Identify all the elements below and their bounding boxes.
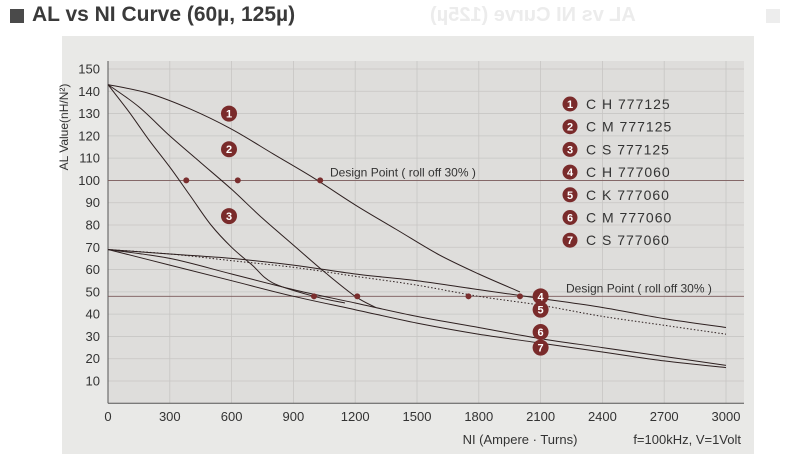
legend-badge (562, 119, 578, 135)
series-line-6 (107, 249, 727, 366)
legend-badge (562, 187, 578, 203)
curve-badge-6-number: 6 (538, 327, 544, 339)
y-tick-label: 30 (86, 329, 100, 344)
curve-badge-3-circle (221, 208, 237, 225)
x-tick-label: 1200 (341, 409, 370, 424)
series-line-7 (107, 249, 727, 369)
y-tick-label: 70 (86, 240, 100, 255)
design-point-label: Design Point ( roll off 30% ) (566, 281, 712, 295)
legend-badge-number: 1 (567, 99, 573, 111)
header: AL vs NI Curve (60µ, 125µ) AL vs NI Curv… (0, 0, 788, 34)
y-tick-label: 120 (78, 128, 100, 143)
curve-badge-7-number: 7 (538, 343, 544, 355)
legend-label: C S 777125 (586, 141, 670, 157)
legend-label: C M 777060 (586, 210, 672, 226)
curve-badge-4-circle (532, 288, 549, 305)
series-line-5 (107, 249, 727, 335)
legend-badge-number: 3 (567, 144, 573, 156)
y-tick-label: 150 (78, 62, 100, 77)
x-tick-label: 600 (221, 409, 243, 424)
y-axis-label: AL Value(nH/N²) (57, 84, 71, 171)
legend-badge-number: 4 (567, 167, 574, 179)
bleed-through-bullet-icon (766, 9, 780, 23)
y-tick-label: 110 (79, 151, 100, 166)
x-tick-label: 1500 (403, 409, 432, 424)
chart-title: AL vs NI Curve (60µ, 125µ) (32, 3, 296, 26)
legend-badge-number: 6 (567, 213, 573, 225)
y-tick-label: 130 (78, 106, 100, 121)
curve-badge-3: 3 (221, 208, 237, 225)
design-point-marker (317, 177, 324, 184)
design-point-marker (354, 293, 361, 300)
design-point-marker (465, 293, 472, 300)
title-bullet-icon (10, 9, 24, 23)
legend: 1 C H 777125 2 C M 777125 3 C S 777125 4 C H 77… (562, 96, 672, 248)
legend-badge-number: 2 (567, 122, 573, 134)
design-point-label: Design Point ( roll off 30% ) (330, 165, 476, 179)
design-point-marker (234, 177, 241, 184)
x-tick-label: 1800 (464, 409, 493, 424)
legend-label: C S 777060 (586, 232, 670, 248)
x-tick-label: 3000 (712, 409, 741, 424)
x-tick-label: 300 (159, 409, 181, 424)
curve-badge-5-number: 5 (538, 305, 544, 317)
y-tick-label: 60 (86, 262, 100, 277)
curve-badge-7: 7 (532, 339, 549, 356)
legend-badge (562, 232, 578, 248)
legend-label: C K 777060 (586, 187, 670, 203)
y-tick-label: 140 (78, 84, 100, 99)
curve-badge-1: 1 (221, 105, 237, 122)
legend-badge-number: 7 (567, 235, 573, 247)
curve-badge-1-number: 1 (226, 109, 232, 121)
legend-label: C H 777125 (586, 96, 671, 112)
legend-badge (562, 141, 578, 157)
y-tick-label: 100 (78, 173, 100, 188)
x-axis-label: NI (Ampere · Turns) (463, 432, 578, 447)
test-condition-label: f=100kHz, V=1Volt (633, 432, 741, 447)
y-tick-label: 50 (86, 284, 100, 299)
bleed-through-title: AL vs NI Curve (125µ) (430, 4, 636, 26)
curve-badge-7-circle (532, 339, 549, 356)
plot-area (108, 61, 744, 404)
curve-badge-4-number: 4 (538, 291, 545, 303)
legend-badge-number: 5 (567, 190, 573, 202)
curve-badge-2-circle (221, 141, 237, 158)
legend-badge (562, 164, 578, 180)
curve-badge-3-number: 3 (226, 211, 232, 223)
series-line-4 (107, 249, 727, 328)
legend-label: C M 777125 (586, 119, 672, 135)
curve-badge-6: 6 (532, 323, 549, 340)
design-point-marker (311, 293, 317, 300)
curve-badge-1-circle (221, 105, 237, 122)
series-line-1 (107, 84, 521, 293)
y-tick-label: 20 (86, 351, 100, 366)
legend-badge (562, 210, 578, 225)
curve-badge-4: 4 (532, 288, 549, 305)
legend-label: C H 777060 (586, 164, 671, 180)
legend-badge (562, 96, 578, 112)
curve-badge-5-circle (532, 301, 549, 318)
y-tick-label: 10 (86, 374, 100, 389)
design-point-marker (517, 293, 523, 300)
x-tick-label: 0 (104, 409, 111, 424)
x-tick-label: 2700 (650, 409, 679, 424)
x-tick-label: 2100 (526, 409, 555, 424)
series-line-2 (107, 84, 377, 308)
curve-badge-2: 2 (221, 141, 237, 158)
y-tick-label: 40 (86, 307, 100, 322)
x-tick-label: 2400 (588, 409, 617, 424)
curve-badge-6-circle (532, 323, 549, 340)
design-point-marker (183, 177, 190, 184)
curve-badge-5: 5 (532, 301, 549, 318)
x-tick-label: 900 (283, 409, 305, 424)
y-tick-label: 80 (86, 218, 100, 233)
curve-badge-2-number: 2 (226, 144, 232, 156)
y-tick-label: 90 (86, 195, 100, 210)
